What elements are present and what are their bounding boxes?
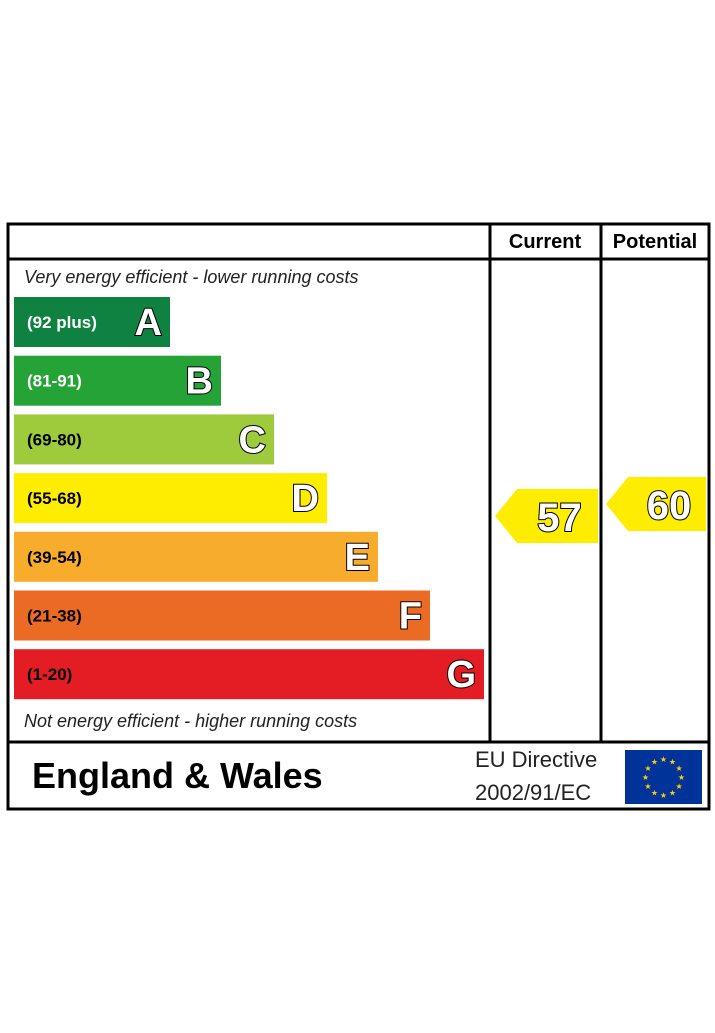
band-letter-d: D xyxy=(292,478,319,520)
region-label: England & Wales xyxy=(32,755,323,796)
eu-star-icon: ★ xyxy=(651,789,658,798)
directive-line-1: EU Directive xyxy=(475,747,597,772)
eu-flag-icon: ★ ★★★★★★★★★★★ xyxy=(625,750,702,804)
band-letter-c: C xyxy=(239,419,266,461)
band-bar-e xyxy=(14,531,378,582)
eu-star-icon: ★ xyxy=(676,764,683,773)
band-letter-a: A xyxy=(135,302,162,344)
directive-line-2: 2002/91/EC xyxy=(475,780,591,805)
current-rating-arrow-shape xyxy=(495,489,598,543)
band-bar-g xyxy=(14,649,484,700)
band-letter-f: F xyxy=(399,596,422,638)
chart-frame xyxy=(6,222,711,811)
eu-star-icon: ★ xyxy=(669,757,676,766)
eu-star-icon: ★ xyxy=(651,757,658,766)
eu-star-icon: ★ xyxy=(660,791,667,800)
band-letter-e: E xyxy=(345,537,370,579)
band-a: (92 plus) A xyxy=(14,297,170,347)
potential-column-header: Potential xyxy=(613,231,697,253)
band-bar-c xyxy=(14,414,274,465)
rating-bands: (92 plus) A (81-91) B (69-80) C (55-68) D (39-54… xyxy=(14,297,484,700)
band-range-c: (69-80) xyxy=(27,430,82,449)
potential-rating-arrow: 60 xyxy=(606,477,706,531)
band-letter-g: G xyxy=(446,654,476,696)
band-range-e: (39-54) xyxy=(27,548,82,567)
eu-star-icon: ★ xyxy=(642,773,649,782)
eu-star-icon: ★ xyxy=(669,789,676,798)
band-e: (39-54) E xyxy=(14,531,378,582)
eu-star-icon: ★ xyxy=(644,764,651,773)
band-b: (81-91) B xyxy=(14,355,221,406)
band-bar-d xyxy=(14,473,327,524)
band-range-b: (81-91) xyxy=(27,372,82,391)
band-g: (1-20) G xyxy=(14,649,484,700)
potential-rating-arrow-value: 60 xyxy=(647,484,692,528)
band-d: (55-68) D xyxy=(14,473,327,524)
current-rating-arrow: 57 xyxy=(495,489,598,543)
current-rating-arrow-value: 57 xyxy=(537,496,582,540)
current-column-header: Current xyxy=(509,231,582,253)
potential-rating-arrow-shape xyxy=(606,477,706,531)
band-f: (21-38) F xyxy=(14,590,430,641)
band-bar-b xyxy=(14,355,221,406)
band-range-f: (21-38) xyxy=(27,607,82,626)
band-bar-f xyxy=(14,590,430,641)
band-letter-b: B xyxy=(186,361,213,403)
band-range-d: (55-68) xyxy=(27,489,82,508)
top-note: Very energy efficient - lower running co… xyxy=(24,267,359,287)
eu-star-icon: ★ xyxy=(660,755,667,764)
bottom-note: Not energy efficient - higher running co… xyxy=(24,711,357,731)
eu-star-icon: ★ xyxy=(644,782,651,791)
rating-arrows: 57 60 xyxy=(495,477,706,543)
band-range-g: (1-20) xyxy=(27,665,72,684)
eu-star-icon: ★ xyxy=(676,782,683,791)
band-bar-a xyxy=(14,297,170,347)
band-c: (69-80) C xyxy=(14,414,274,465)
band-range-a: (92 plus) xyxy=(27,313,97,332)
eu-star-icon: ★ xyxy=(678,773,685,782)
